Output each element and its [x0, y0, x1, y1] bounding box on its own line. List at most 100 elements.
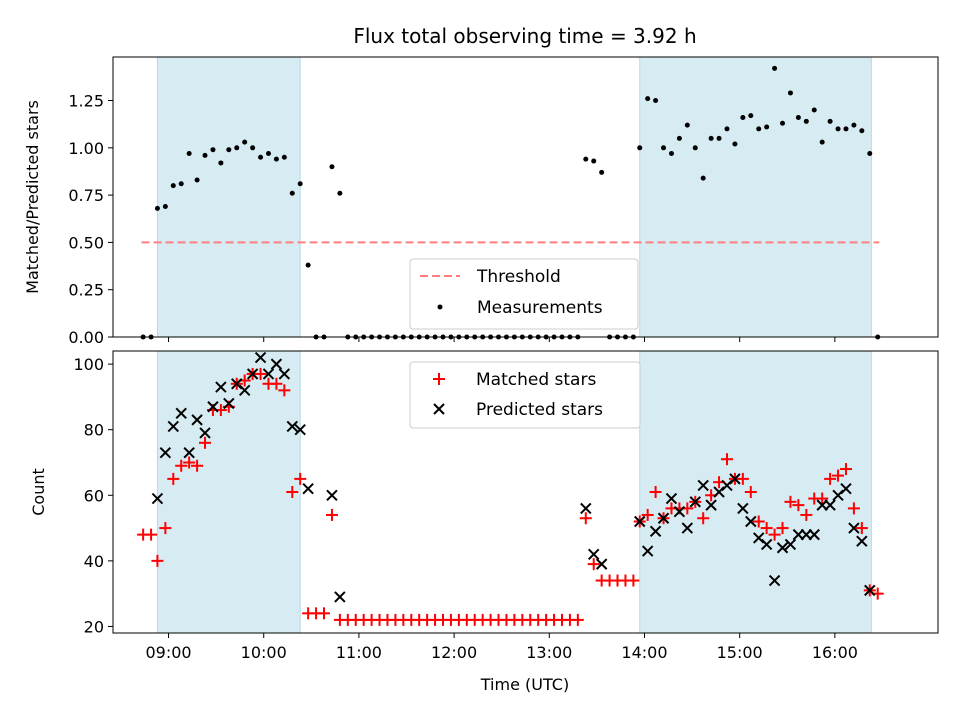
bottom-y-axis-label: Count — [29, 468, 48, 516]
measurement-point — [716, 135, 722, 141]
matched-stars-point — [270, 377, 283, 390]
measurement-point — [637, 145, 643, 151]
matched-stars-point — [175, 459, 188, 472]
predicted-stars-point — [595, 558, 608, 570]
predicted-stars-point — [580, 502, 592, 515]
legend-matched-swatch — [433, 373, 445, 385]
measurement-point — [732, 141, 738, 147]
predicted-stars-point — [278, 368, 291, 380]
bottom-y-tick-label: 100 — [73, 355, 104, 374]
top-shaded-interval-1 — [156, 56, 301, 338]
matched-stars-point — [571, 613, 584, 626]
measurement-point — [676, 135, 682, 141]
matched-stars-point — [744, 486, 757, 498]
top-legend-box — [409, 258, 639, 330]
predicted-stars-point — [673, 505, 686, 518]
measurement-point — [756, 126, 762, 132]
matched-stars-point — [183, 456, 196, 469]
measurement-point — [787, 90, 793, 96]
legend-threshold-label: Threshold — [476, 267, 561, 287]
matched-stars-point — [145, 528, 158, 541]
measurement-point — [186, 150, 192, 156]
predicted-stars-point — [588, 548, 600, 561]
predicted-stars-point — [737, 502, 749, 515]
top-y-tick-label: 0.25 — [68, 281, 104, 300]
measurement-point — [265, 150, 271, 156]
measurement-point — [273, 156, 279, 162]
top-shaded-interval-2 — [639, 56, 872, 338]
predicted-stars-point — [824, 499, 836, 511]
predicted-stars-point — [697, 479, 709, 492]
top-panel: 0.00 0.25 0.50 0.75 1.00 1.25 Matched/Predict… — [23, 56, 939, 347]
measurement-point — [819, 139, 825, 145]
bottom-legend-box — [409, 361, 641, 429]
measurement-point — [708, 135, 714, 141]
predicted-stars-point — [246, 368, 259, 380]
measurement-point — [170, 183, 176, 189]
predicted-stars-point — [641, 545, 654, 557]
top-y-tick-label: 0.00 — [68, 328, 104, 347]
predicted-stars-point — [840, 483, 852, 495]
bottom-y-tick-label: 60 — [84, 486, 104, 505]
predicted-stars-point — [784, 538, 797, 551]
predicted-stars-point — [689, 496, 701, 508]
matched-stars-point — [847, 502, 860, 515]
predicted-stars-point — [254, 351, 267, 364]
matched-stars-point — [278, 384, 291, 397]
matched-stars-point — [752, 515, 765, 528]
predicted-stars-point — [191, 414, 203, 426]
bottom-panel: 20 40 60 80 100 09:00 10:00 11:00 12:00 13:00 14:… — [29, 350, 939, 694]
matched-stars-point — [784, 495, 797, 508]
top-y-tick-label: 1.25 — [68, 92, 104, 111]
predicted-stars-point — [681, 522, 694, 534]
predicted-stars-point — [334, 591, 346, 603]
measurement-point — [692, 145, 698, 151]
measurement-point — [583, 156, 589, 162]
matched-stars-point — [839, 463, 852, 476]
predicted-stars-point — [665, 492, 678, 505]
measurement-point — [337, 190, 343, 196]
measurement-point — [242, 139, 248, 145]
bottom-y-tick-label: 20 — [84, 617, 104, 636]
predicted-stars-point — [175, 407, 187, 420]
predicted-stars-point — [302, 483, 314, 495]
measurement-point — [202, 152, 208, 158]
predicted-stars-point — [649, 525, 662, 538]
predicted-stars-point — [705, 499, 717, 511]
predicted-stars-point — [634, 515, 646, 528]
measurement-point — [591, 158, 597, 164]
measurement-point — [645, 96, 651, 102]
matched-stars-point — [832, 469, 845, 482]
measurement-point — [700, 175, 706, 181]
measurement-point — [653, 98, 659, 104]
measurement-point — [162, 203, 168, 209]
predicted-stars-point — [151, 492, 164, 505]
measurement-point — [599, 169, 605, 175]
measurement-point — [329, 164, 335, 170]
predicted-stars-point — [848, 522, 860, 534]
measurement-point — [281, 154, 287, 160]
predicted-stars-point — [776, 542, 789, 554]
predicted-stars-point — [199, 427, 211, 439]
matched-stars-point — [641, 508, 654, 521]
top-y-tick-label: 0.75 — [68, 186, 104, 205]
predicted-stars-point — [215, 381, 227, 393]
measurement-point — [218, 160, 224, 166]
legend-measurements-label: Measurements — [477, 298, 603, 318]
matched-stars-point — [579, 512, 592, 525]
measurement-point — [772, 65, 778, 71]
measurement-point — [780, 120, 786, 126]
chart-title: Flux total observing time = 3.92 h — [353, 24, 696, 48]
matched-stars-point — [191, 459, 204, 472]
x-tick-label: 15:00 — [717, 643, 763, 662]
top-y-tick-label: 1.00 — [68, 139, 104, 158]
measurement-point — [684, 122, 690, 128]
legend-measurements-swatch — [437, 304, 443, 310]
measurement-point — [258, 154, 264, 160]
predicted-stars-point — [768, 574, 781, 587]
matched-stars-point — [824, 472, 837, 485]
measurement-point — [764, 124, 770, 130]
bottom-y-tick-label: 40 — [84, 552, 104, 571]
measurement-point — [740, 115, 746, 121]
